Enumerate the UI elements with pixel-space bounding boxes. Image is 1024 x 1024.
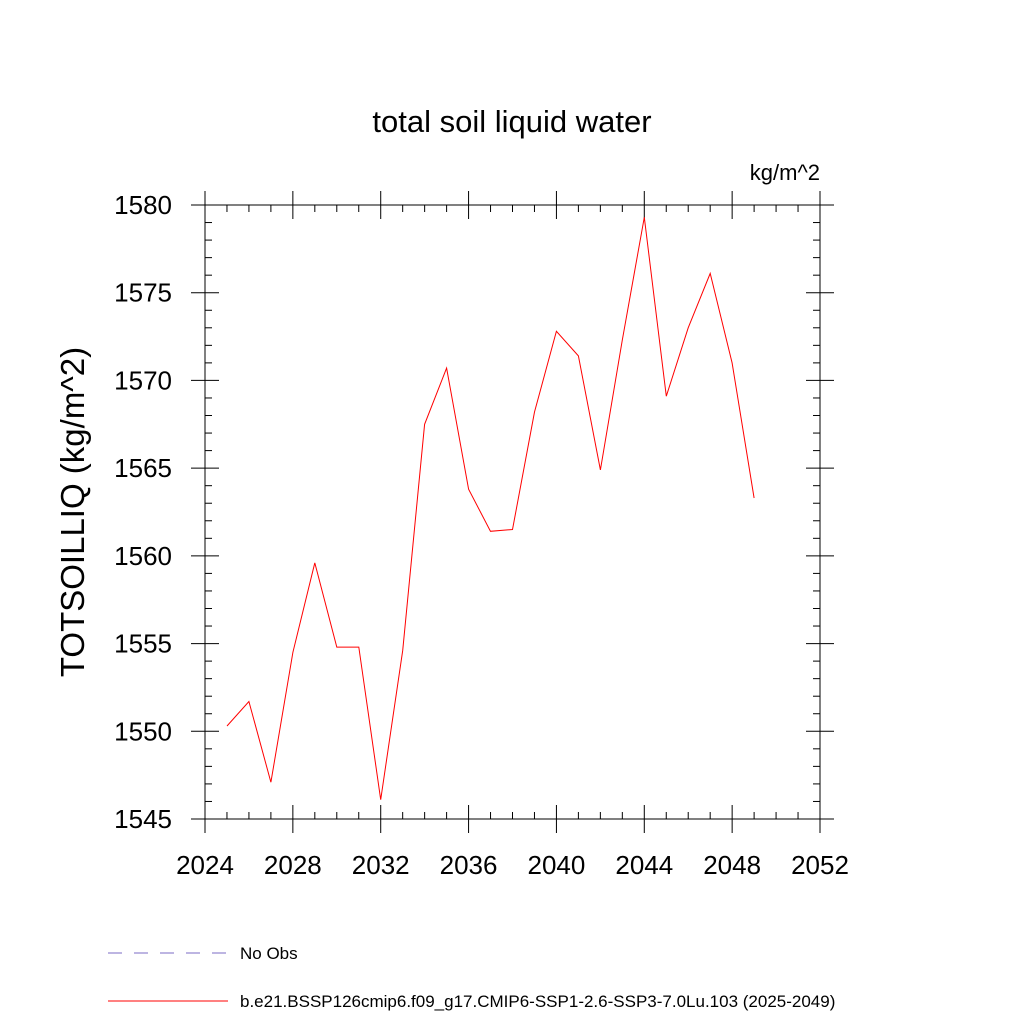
x-tick-label: 2048: [703, 850, 761, 880]
plot-frame: [204, 204, 821, 820]
chart-title: total soil liquid water: [372, 104, 651, 139]
minor-ticks: [205, 205, 820, 819]
x-tick-label: 2040: [528, 850, 586, 880]
x-tick-label: 2036: [440, 850, 498, 880]
legend-label-no-obs: No Obs: [240, 944, 298, 963]
series-line: [226, 217, 755, 800]
y-tick-label: 1555: [114, 629, 172, 659]
legend: No Obs b.e21.BSSP126cmip6.f09_g17.CMIP6-…: [108, 944, 835, 1011]
x-tick-label: 2028: [264, 850, 322, 880]
x-tick-label: 2024: [176, 850, 234, 880]
units-label: kg/m^2: [750, 160, 820, 185]
x-tick-label: 2032: [352, 850, 410, 880]
y-tick-label: 1570: [114, 365, 172, 395]
y-tick-labels: 1545 1550 1555 1560 1565 1570 1575 1580: [114, 190, 172, 834]
major-ticks: [191, 191, 834, 833]
y-tick-label: 1565: [114, 453, 172, 483]
series-layer: [226, 217, 755, 800]
x-tick-label: 2052: [791, 850, 849, 880]
x-tick-labels: 2024 2028 2032 2036 2040 2044 2048 2052: [176, 850, 849, 880]
y-tick-label: 1560: [114, 541, 172, 571]
x-tick-label: 2044: [615, 850, 673, 880]
y-tick-label: 1545: [114, 804, 172, 834]
y-tick-label: 1550: [114, 716, 172, 746]
y-tick-label: 1575: [114, 278, 172, 308]
legend-label-model-run: b.e21.BSSP126cmip6.f09_g17.CMIP6-SSP1-2.…: [240, 992, 835, 1011]
y-tick-label: 1580: [114, 190, 172, 220]
y-axis-label: TOTSOILLIQ (kg/m^2): [54, 347, 91, 677]
